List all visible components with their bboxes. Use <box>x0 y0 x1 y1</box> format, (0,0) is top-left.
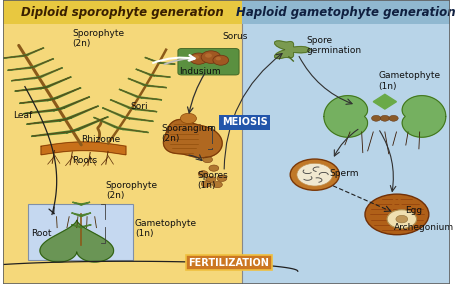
Polygon shape <box>80 225 91 228</box>
Text: Sporangium
(2n): Sporangium (2n) <box>162 124 217 143</box>
Text: Sporophyte
(2n): Sporophyte (2n) <box>73 29 125 48</box>
Polygon shape <box>47 88 81 101</box>
Text: Leaf: Leaf <box>13 110 32 120</box>
Circle shape <box>190 53 208 64</box>
Text: Root: Root <box>31 229 51 238</box>
Text: Rhizome: Rhizome <box>81 135 120 144</box>
Polygon shape <box>59 106 99 121</box>
Polygon shape <box>54 97 90 111</box>
FancyBboxPatch shape <box>178 49 239 75</box>
Circle shape <box>181 113 196 124</box>
Polygon shape <box>66 117 109 133</box>
Polygon shape <box>23 108 64 114</box>
Polygon shape <box>80 202 90 205</box>
Text: Spores
(1n): Spores (1n) <box>197 171 228 190</box>
Polygon shape <box>15 86 50 91</box>
Circle shape <box>206 176 216 183</box>
Polygon shape <box>31 130 79 136</box>
Circle shape <box>396 215 408 223</box>
Polygon shape <box>143 85 167 88</box>
FancyBboxPatch shape <box>3 0 242 24</box>
Polygon shape <box>40 220 114 262</box>
Polygon shape <box>274 41 310 59</box>
Text: Indusium: Indusium <box>180 67 221 76</box>
Polygon shape <box>114 127 148 133</box>
FancyBboxPatch shape <box>242 24 450 284</box>
Text: Archegonium: Archegonium <box>394 223 454 232</box>
Circle shape <box>201 181 211 187</box>
Circle shape <box>372 115 381 121</box>
Polygon shape <box>373 94 396 109</box>
Polygon shape <box>136 69 155 76</box>
Polygon shape <box>73 202 82 205</box>
Circle shape <box>201 51 221 63</box>
Polygon shape <box>27 118 72 124</box>
Text: Egg: Egg <box>405 206 422 215</box>
Polygon shape <box>156 62 175 64</box>
Polygon shape <box>128 108 157 112</box>
Polygon shape <box>40 77 72 89</box>
Text: Gametophyte
(1n): Gametophyte (1n) <box>135 219 197 238</box>
Circle shape <box>216 57 221 60</box>
Polygon shape <box>135 96 162 100</box>
Polygon shape <box>41 142 126 155</box>
FancyBboxPatch shape <box>3 24 242 284</box>
Polygon shape <box>19 98 58 103</box>
Circle shape <box>365 194 429 235</box>
Text: MEIOSIS: MEIOSIS <box>222 117 268 127</box>
Circle shape <box>205 53 212 58</box>
Circle shape <box>213 55 228 65</box>
Circle shape <box>212 181 222 188</box>
Text: Diploid sporophyte generation: Diploid sporophyte generation <box>21 6 224 19</box>
Circle shape <box>389 115 398 121</box>
Circle shape <box>203 156 212 163</box>
Polygon shape <box>93 117 123 130</box>
Polygon shape <box>35 68 63 79</box>
Polygon shape <box>110 100 136 110</box>
Circle shape <box>193 55 199 59</box>
Text: Roots: Roots <box>73 156 98 165</box>
Polygon shape <box>392 196 402 210</box>
Text: Gametophyte
(1n): Gametophyte (1n) <box>378 71 440 91</box>
Text: Spore
germination: Spore germination <box>307 36 362 55</box>
Circle shape <box>387 210 417 229</box>
FancyBboxPatch shape <box>242 0 450 24</box>
Circle shape <box>217 175 227 181</box>
Polygon shape <box>119 89 143 98</box>
Polygon shape <box>149 75 171 77</box>
Circle shape <box>198 171 208 177</box>
Polygon shape <box>164 120 222 158</box>
Polygon shape <box>80 213 91 216</box>
Circle shape <box>209 165 219 171</box>
Polygon shape <box>121 117 154 122</box>
Polygon shape <box>22 48 44 57</box>
Polygon shape <box>145 57 162 63</box>
Circle shape <box>380 115 390 121</box>
Text: FERTILIZATION: FERTILIZATION <box>188 258 269 268</box>
Text: Sori: Sori <box>130 102 148 111</box>
Polygon shape <box>11 76 43 81</box>
Circle shape <box>290 159 339 190</box>
Text: Sorus: Sorus <box>222 32 247 41</box>
Polygon shape <box>8 66 36 70</box>
Polygon shape <box>128 78 149 86</box>
FancyBboxPatch shape <box>27 204 133 260</box>
Text: Haploid gametophyte generation: Haploid gametophyte generation <box>236 6 456 19</box>
Text: Sporophyte
(2n): Sporophyte (2n) <box>106 181 158 200</box>
Polygon shape <box>324 96 367 137</box>
Circle shape <box>297 163 333 186</box>
Polygon shape <box>402 96 446 137</box>
Text: Sperm: Sperm <box>329 169 358 178</box>
Polygon shape <box>102 108 130 119</box>
Polygon shape <box>71 225 83 228</box>
Polygon shape <box>72 213 83 216</box>
Polygon shape <box>28 59 54 68</box>
Polygon shape <box>3 55 28 58</box>
